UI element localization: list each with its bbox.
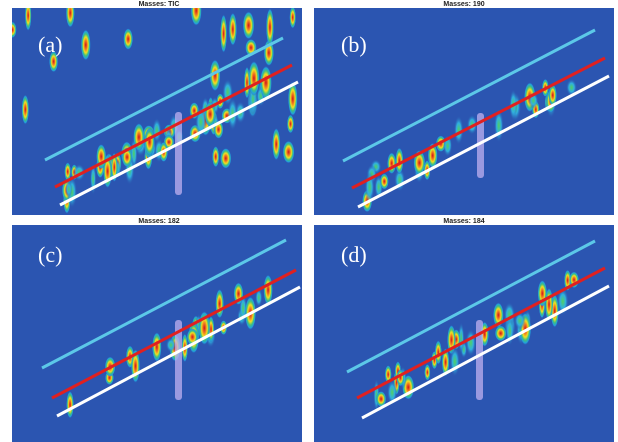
peak	[228, 12, 237, 46]
guide-line	[41, 238, 287, 370]
highlight-bar	[175, 320, 182, 400]
panel-title: Masses: 182	[138, 218, 179, 225]
panel-title: Masses: 190	[443, 1, 484, 8]
peak	[65, 8, 75, 28]
peak	[144, 127, 155, 156]
peak	[212, 146, 220, 168]
peak	[64, 162, 71, 181]
title-bar	[12, 0, 306, 8]
heatmap	[41, 238, 301, 419]
guide-line	[44, 36, 284, 162]
peak	[566, 78, 577, 97]
y-axis-strip	[0, 225, 12, 442]
peak	[395, 147, 404, 175]
peak	[424, 364, 431, 381]
peak	[453, 115, 464, 145]
peak	[434, 340, 442, 365]
peak	[387, 379, 398, 406]
peak	[449, 346, 460, 377]
peak	[152, 332, 162, 362]
title-bar	[314, 0, 614, 8]
guide-line	[51, 268, 297, 400]
peak	[12, 21, 17, 39]
y-axis-strip	[302, 8, 314, 215]
peak	[123, 28, 133, 50]
title-bar	[314, 217, 614, 225]
peak	[21, 94, 30, 125]
peak	[190, 8, 202, 26]
peak	[215, 289, 224, 319]
panel-label: (d)	[341, 242, 367, 267]
peak	[465, 328, 477, 357]
title-bar	[12, 217, 306, 225]
peak	[379, 173, 389, 190]
peak	[209, 59, 221, 92]
panel-title: Masses: TIC	[139, 1, 180, 8]
panel-label: (b)	[341, 32, 367, 57]
peak	[441, 348, 450, 377]
peak	[220, 14, 227, 53]
heatmap	[12, 8, 299, 214]
guide-line	[357, 74, 610, 209]
peak	[548, 84, 557, 107]
guide-line	[59, 80, 299, 207]
heatmap	[346, 239, 610, 420]
peak	[514, 311, 526, 330]
heatmap	[342, 28, 610, 213]
highlight-bar	[175, 112, 182, 195]
peak	[286, 114, 295, 134]
peak	[266, 8, 274, 47]
peak	[255, 288, 263, 308]
panel-title: Masses: 184	[443, 218, 484, 225]
peak	[272, 127, 281, 161]
peak	[242, 11, 255, 40]
guide-line	[56, 285, 301, 418]
peak	[289, 8, 296, 29]
guide-line	[356, 266, 606, 400]
peak	[220, 148, 232, 169]
peak	[248, 60, 260, 96]
y-axis-strip	[0, 8, 12, 215]
peak	[375, 391, 387, 407]
guide-line	[346, 239, 596, 374]
peak	[384, 365, 392, 384]
peak	[165, 337, 176, 353]
panel-label: (a)	[38, 32, 62, 57]
guide-line	[54, 63, 293, 189]
peak	[282, 140, 295, 164]
peak	[458, 322, 465, 355]
peak	[49, 50, 59, 73]
guide-line	[361, 284, 610, 420]
peak	[227, 97, 238, 131]
peak	[66, 391, 74, 419]
peak	[65, 180, 73, 198]
panel-labels: (a) (b) (c) (d)	[38, 32, 367, 267]
guide-line	[342, 28, 596, 163]
peak	[494, 325, 507, 342]
plot-background	[12, 225, 306, 442]
highlight-bar	[476, 320, 483, 400]
peak	[288, 81, 298, 117]
peak	[80, 29, 91, 61]
guide-line	[351, 56, 606, 190]
panel-label: (c)	[38, 242, 62, 267]
panel-titles: Masses: TIC Masses: 190 Masses: 182 Mass…	[138, 1, 484, 225]
peak	[260, 65, 272, 100]
highlight-bar	[477, 113, 484, 178]
y-axis-strip	[302, 225, 314, 442]
peak	[24, 8, 32, 31]
